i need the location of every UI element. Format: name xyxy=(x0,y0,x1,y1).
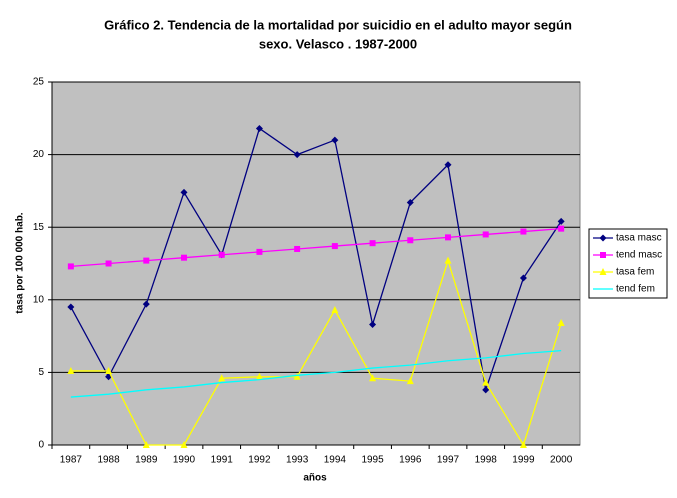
data-point xyxy=(520,228,527,235)
series-line xyxy=(70,258,562,447)
data-point xyxy=(293,151,301,159)
data-point xyxy=(557,319,565,327)
legend-label: tasa masc xyxy=(616,233,662,244)
data-point xyxy=(557,217,565,225)
y-tick-label: 5 xyxy=(38,367,44,378)
x-tick-label: 1991 xyxy=(211,455,234,466)
series-line xyxy=(70,228,562,268)
x-tick-label: 1995 xyxy=(361,455,384,466)
legend-marker xyxy=(599,268,607,275)
data-point xyxy=(255,372,263,380)
chart-title: sexo. Velasco . 1987-2000 xyxy=(259,36,417,51)
x-tick-label: 1988 xyxy=(97,455,120,466)
chart-title: Gráfico 2. Tendencia de la mortalidad po… xyxy=(104,17,572,32)
y-axis-title: tasa por 100 000 hab. xyxy=(15,212,26,313)
data-point xyxy=(519,274,527,282)
data-point xyxy=(482,378,490,386)
data-point xyxy=(445,234,451,241)
x-tick-label: 1998 xyxy=(475,455,498,466)
data-point xyxy=(331,305,339,313)
data-point xyxy=(105,366,113,374)
data-point xyxy=(519,441,527,448)
x-tick-label: 1996 xyxy=(399,455,422,466)
data-point xyxy=(369,374,377,382)
legend-label: tend fem xyxy=(616,284,655,295)
data-point xyxy=(142,300,150,308)
data-point xyxy=(218,251,225,258)
data-point xyxy=(331,136,339,144)
series-line xyxy=(70,127,562,391)
data-point xyxy=(331,243,338,250)
y-tick-label: 20 xyxy=(33,149,45,160)
data-point xyxy=(369,320,377,328)
y-tick-label: 25 xyxy=(33,77,45,88)
data-point xyxy=(256,248,263,255)
plot-area xyxy=(51,81,581,446)
data-point xyxy=(482,386,490,394)
data-point xyxy=(180,188,188,196)
x-tick-label: 1989 xyxy=(135,455,158,466)
data-point xyxy=(407,237,414,244)
data-point xyxy=(558,225,565,232)
x-tick-label: 1987 xyxy=(60,455,83,466)
data-point xyxy=(67,366,75,374)
data-point xyxy=(255,124,263,132)
x-tick-label: 1997 xyxy=(437,455,460,466)
x-tick-label: 1993 xyxy=(286,455,309,466)
data-point xyxy=(105,260,112,267)
legend-label: tend masc xyxy=(616,250,662,261)
data-point xyxy=(369,240,376,247)
x-tick-label: 1999 xyxy=(512,455,535,466)
data-point xyxy=(218,374,226,382)
data-point xyxy=(181,254,187,261)
x-tick-label: 1992 xyxy=(248,455,271,466)
y-tick-label: 15 xyxy=(33,222,45,233)
legend-label: tasa fem xyxy=(616,267,654,278)
y-tick-label: 10 xyxy=(33,294,45,305)
x-tick-label: 1994 xyxy=(324,455,347,466)
data-point xyxy=(180,441,188,448)
x-tick-label: 2000 xyxy=(550,455,573,466)
x-tick-label: 1990 xyxy=(173,455,196,466)
data-point xyxy=(293,372,301,380)
data-point xyxy=(142,441,150,448)
legend-marker xyxy=(600,252,606,258)
data-point xyxy=(444,256,452,264)
x-axis-title: años xyxy=(303,473,327,484)
legend-marker xyxy=(599,234,607,242)
y-tick-label: 0 xyxy=(38,440,44,451)
data-point xyxy=(406,377,414,385)
data-point xyxy=(482,231,489,238)
data-point xyxy=(406,199,414,207)
data-point xyxy=(67,263,74,270)
data-point xyxy=(143,257,150,264)
data-point xyxy=(444,161,452,169)
data-point xyxy=(67,303,75,311)
data-point xyxy=(294,245,301,252)
series-line xyxy=(70,349,562,398)
